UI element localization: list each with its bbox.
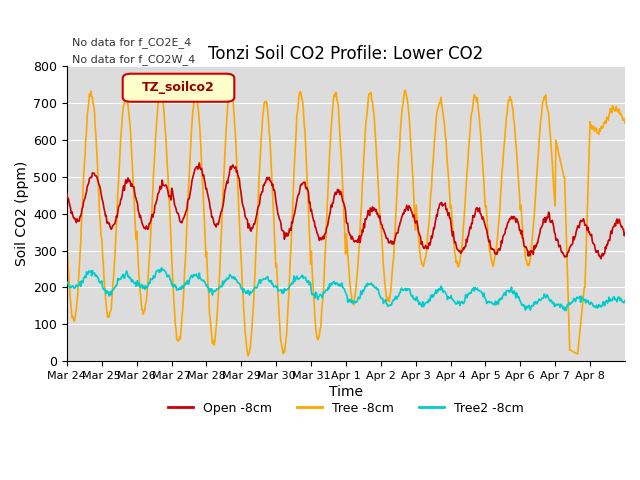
Y-axis label: Soil CO2 (ppm): Soil CO2 (ppm): [15, 161, 29, 266]
FancyBboxPatch shape: [123, 74, 234, 102]
Text: No data for f_CO2W_4: No data for f_CO2W_4: [72, 55, 196, 65]
Text: TZ_soilco2: TZ_soilco2: [142, 81, 215, 94]
Text: No data for f_CO2E_4: No data for f_CO2E_4: [72, 37, 192, 48]
Legend: Open -8cm, Tree -8cm, Tree2 -8cm: Open -8cm, Tree -8cm, Tree2 -8cm: [163, 397, 529, 420]
X-axis label: Time: Time: [329, 385, 363, 399]
Title: Tonzi Soil CO2 Profile: Lower CO2: Tonzi Soil CO2 Profile: Lower CO2: [208, 46, 484, 63]
